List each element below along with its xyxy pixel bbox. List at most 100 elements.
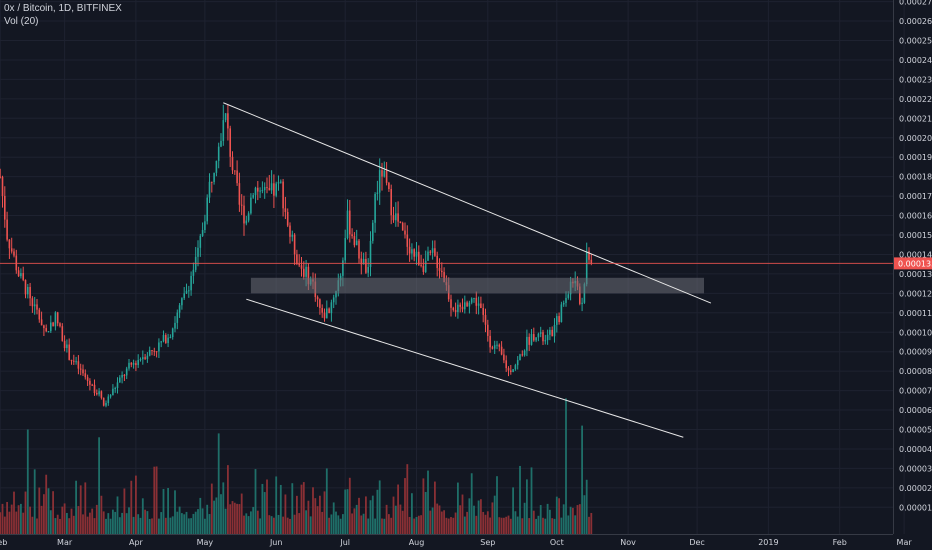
- candle-body: [514, 365, 517, 370]
- candle-body: [406, 234, 409, 247]
- candle-body: [137, 359, 139, 365]
- candle-body: [422, 265, 425, 272]
- candle-body: [305, 266, 307, 277]
- volume-bar: [459, 505, 462, 534]
- candle-body: [401, 222, 404, 231]
- volume-bar: [164, 517, 167, 534]
- volume-bar: [128, 507, 130, 534]
- volume-bar: [475, 515, 478, 534]
- candle-body: [188, 290, 190, 292]
- candle-body: [142, 357, 144, 360]
- candle-body: [112, 388, 114, 396]
- candle-body: [8, 239, 11, 249]
- candle-body: [20, 273, 22, 277]
- volume-bar: [206, 504, 209, 534]
- volume-bar: [470, 473, 473, 534]
- volume-bar: [266, 479, 268, 534]
- volume-bar: [523, 502, 526, 534]
- candle-body: [197, 247, 199, 257]
- volume-bar: [66, 512, 68, 534]
- candle-body: [298, 263, 300, 266]
- upper-trendline[interactable]: [223, 102, 712, 304]
- y-tick-label: 0.00010000: [899, 328, 932, 337]
- candle-body: [355, 240, 358, 246]
- y-tick-label: 0.00014000: [899, 250, 932, 259]
- volume-bar: [574, 515, 577, 534]
- candle-body: [68, 344, 70, 360]
- volume-bar: [233, 502, 236, 534]
- candle-body: [135, 363, 137, 365]
- candle-body: [496, 344, 498, 346]
- candle-body: [293, 234, 296, 255]
- candle-body: [82, 369, 84, 374]
- volume-bar: [569, 506, 572, 534]
- volume-bar: [530, 467, 533, 534]
- candle-body: [431, 248, 434, 253]
- volume-bar: [420, 515, 422, 534]
- candle-body: [146, 355, 149, 359]
- candle-body: [107, 396, 110, 404]
- candle-body: [245, 220, 248, 224]
- candle-body: [342, 260, 344, 276]
- candle-body: [56, 312, 59, 324]
- candle-body: [236, 170, 238, 184]
- candle-body: [153, 350, 156, 352]
- y-tick-label: 0.00019000: [899, 153, 932, 162]
- volume-bar: [273, 517, 275, 534]
- symbol-title[interactable]: 0x / Bitcoin, 1D, BITFINEX: [4, 3, 122, 14]
- volume-bar: [353, 508, 356, 534]
- volume-bar: [0, 512, 2, 534]
- volume-bar: [397, 484, 399, 534]
- candle-body: [365, 258, 367, 273]
- volume-bar: [75, 480, 77, 534]
- candle-body: [125, 368, 128, 376]
- volume-bar: [519, 465, 521, 534]
- candle-body: [38, 309, 41, 320]
- candle-body: [505, 360, 507, 369]
- candle-body: [468, 302, 471, 307]
- volume-bar: [178, 506, 181, 534]
- volume-indicator-label[interactable]: Vol (20): [4, 16, 39, 27]
- price-axis[interactable]: 0.00001000 0.00002000 0.00003000 0.00004000…: [899, 0, 932, 512]
- volume-bar: [500, 517, 503, 534]
- candle-body: [307, 266, 310, 285]
- volume-bar: [259, 518, 261, 534]
- candle-body: [201, 230, 204, 236]
- candle-body: [500, 346, 503, 355]
- volume-bar: [581, 425, 583, 534]
- x-tick-label: Mar: [57, 538, 73, 547]
- candle-body: [275, 183, 277, 196]
- y-tick-label: 0.00021000: [899, 114, 932, 123]
- volume-bar: [10, 504, 13, 534]
- volume-bar: [505, 516, 508, 534]
- volume-bar: [247, 516, 250, 534]
- candle-body: [70, 359, 73, 361]
- volume-bar: [20, 503, 22, 534]
- volume-bar: [201, 508, 204, 534]
- volume-bar: [238, 504, 241, 534]
- volume-bar: [114, 511, 117, 534]
- drawing-tools[interactable]: [223, 102, 712, 438]
- volume-bar: [13, 491, 15, 534]
- candle-body: [33, 304, 36, 307]
- candle-body: [183, 293, 185, 299]
- candle-body: [470, 298, 473, 303]
- candle-body: [378, 170, 381, 193]
- volume-bar: [461, 494, 464, 534]
- volume-bar: [509, 518, 512, 534]
- candle-body: [93, 384, 96, 393]
- volume-bar: [43, 494, 45, 534]
- lower-trendline[interactable]: [246, 298, 684, 438]
- volume-bar: [585, 479, 588, 534]
- support-zone-rect[interactable]: [250, 277, 704, 294]
- volume-bar: [52, 491, 54, 534]
- volume-bar: [26, 429, 29, 534]
- candle-body: [121, 374, 123, 378]
- volume-bar: [148, 518, 151, 534]
- candle-body: [240, 204, 243, 206]
- volume-bar: [337, 515, 340, 534]
- candle-body: [165, 335, 167, 343]
- time-axis[interactable]: Feb Mar Apr May Jun Jul Aug Sep Oct Nov Dec 2019 Feb…: [0, 538, 912, 547]
